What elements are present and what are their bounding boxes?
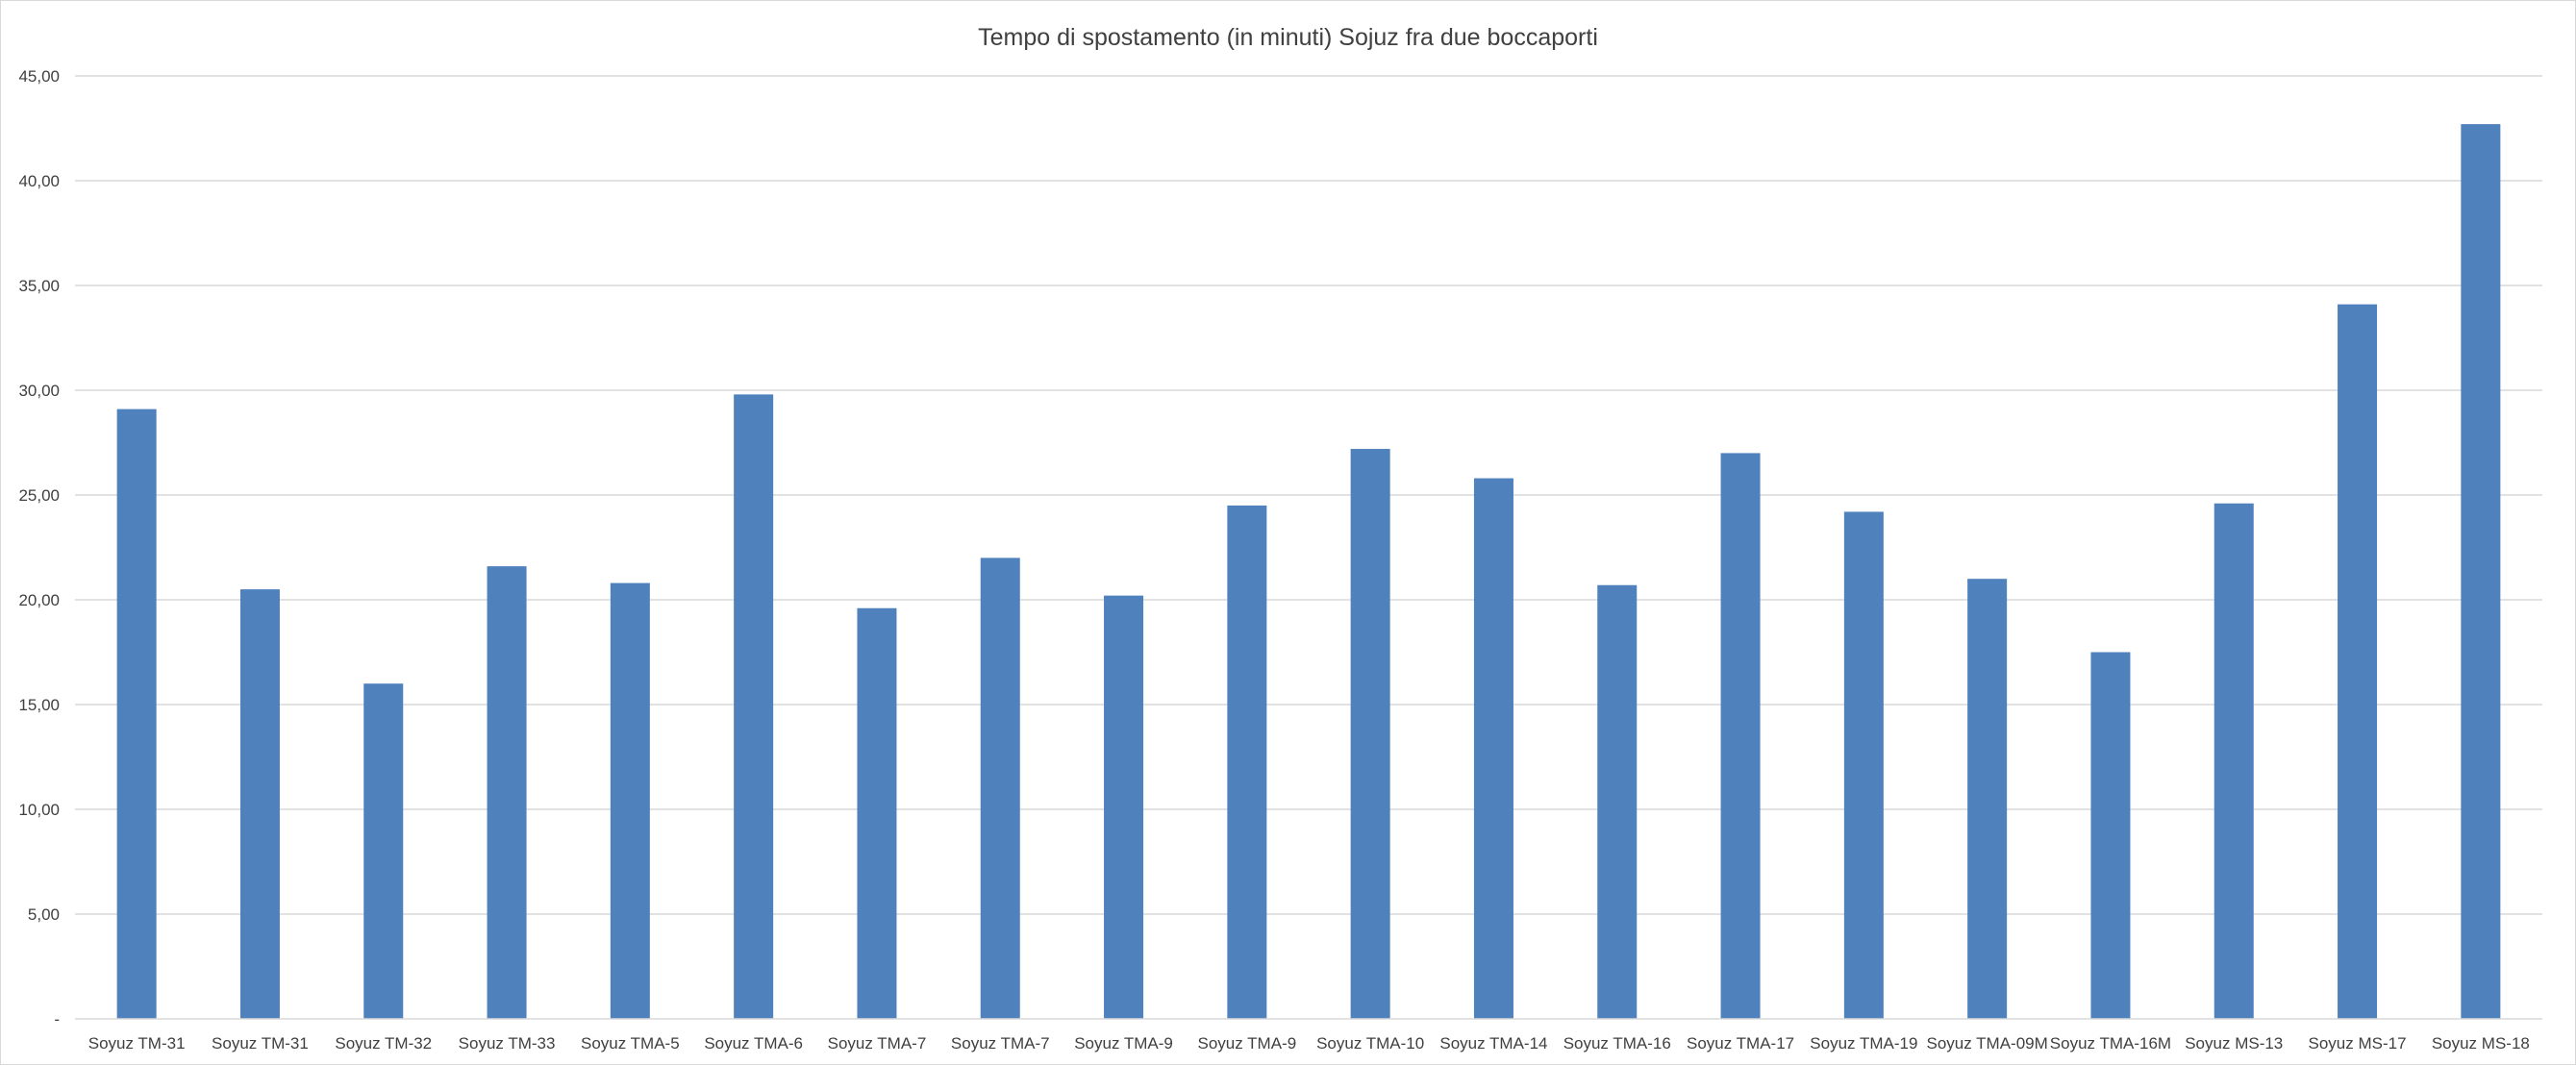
bar (2090, 652, 2131, 1019)
y-tick-label: - (54, 1010, 60, 1028)
y-axis-ticks: - 5,00 10,00 15,00 20,00 25,00 30,00 35,00 40,00… (18, 67, 60, 1028)
bar (1350, 449, 1390, 1019)
bar (116, 409, 157, 1019)
chart-title: Tempo di spostamento (in minuti) Sojuz f… (978, 24, 1598, 51)
y-tick-label: 25,00 (18, 486, 60, 505)
x-tick-label: Soyuz TMA-16M (2050, 1034, 2171, 1053)
x-tick-label: Soyuz TM-31 (212, 1034, 309, 1053)
y-tick-label: 10,00 (18, 801, 60, 819)
bar (1227, 505, 1267, 1019)
x-tick-label: Soyuz TMA-09M (1927, 1034, 2048, 1053)
x-tick-label: Soyuz TMA-9 (1198, 1034, 1297, 1053)
bar (2461, 124, 2501, 1019)
bar (2338, 304, 2378, 1019)
y-tick-label: 15,00 (18, 696, 60, 714)
y-tick-label: 35,00 (18, 277, 60, 295)
x-tick-label: Soyuz TM-33 (459, 1034, 556, 1053)
bar (1473, 478, 1513, 1019)
x-tick-label: Soyuz MS-13 (2185, 1034, 2283, 1053)
x-tick-label: Soyuz MS-17 (2309, 1034, 2407, 1053)
x-tick-label: Soyuz MS-18 (2432, 1034, 2530, 1053)
y-tick-label: 20,00 (18, 591, 60, 609)
bar (980, 557, 1020, 1019)
x-axis-labels: Soyuz TM-31 Soyuz TM-31 Soyuz TM-32 Soyuz T… (88, 1034, 2530, 1053)
bar (857, 607, 897, 1019)
x-tick-label: Soyuz TMA-9 (1074, 1034, 1173, 1053)
bar (734, 394, 774, 1019)
x-tick-label: Soyuz TMA-10 (1316, 1034, 1424, 1053)
y-tick-label: 30,00 (18, 382, 60, 400)
y-tick-label: 5,00 (28, 905, 60, 924)
x-tick-label: Soyuz TMA-17 (1687, 1034, 1794, 1053)
x-tick-label: Soyuz TMA-19 (1810, 1034, 1917, 1053)
bar (1843, 511, 1884, 1019)
x-tick-label: Soyuz TM-32 (335, 1034, 432, 1053)
bar (1720, 453, 1761, 1019)
bar (239, 589, 280, 1019)
bar (363, 683, 404, 1019)
y-tick-label: 40,00 (18, 172, 60, 190)
bar (2213, 503, 2254, 1019)
x-tick-label: Soyuz TM-31 (88, 1034, 186, 1053)
bar (487, 566, 527, 1019)
bars (116, 124, 2501, 1019)
x-tick-label: Soyuz TMA-14 (1439, 1034, 1547, 1053)
bar (1967, 579, 2008, 1019)
x-tick-label: Soyuz TMA-7 (951, 1034, 1050, 1053)
bar (1597, 584, 1638, 1019)
bar (610, 582, 650, 1019)
x-tick-label: Soyuz TMA-16 (1563, 1034, 1671, 1053)
x-tick-label: Soyuz TMA-6 (704, 1034, 803, 1053)
bar (1104, 595, 1144, 1019)
x-tick-label: Soyuz TMA-5 (581, 1034, 680, 1053)
x-tick-label: Soyuz TMA-7 (828, 1034, 927, 1053)
y-tick-label: 45,00 (18, 67, 60, 86)
gridlines (75, 75, 2542, 915)
